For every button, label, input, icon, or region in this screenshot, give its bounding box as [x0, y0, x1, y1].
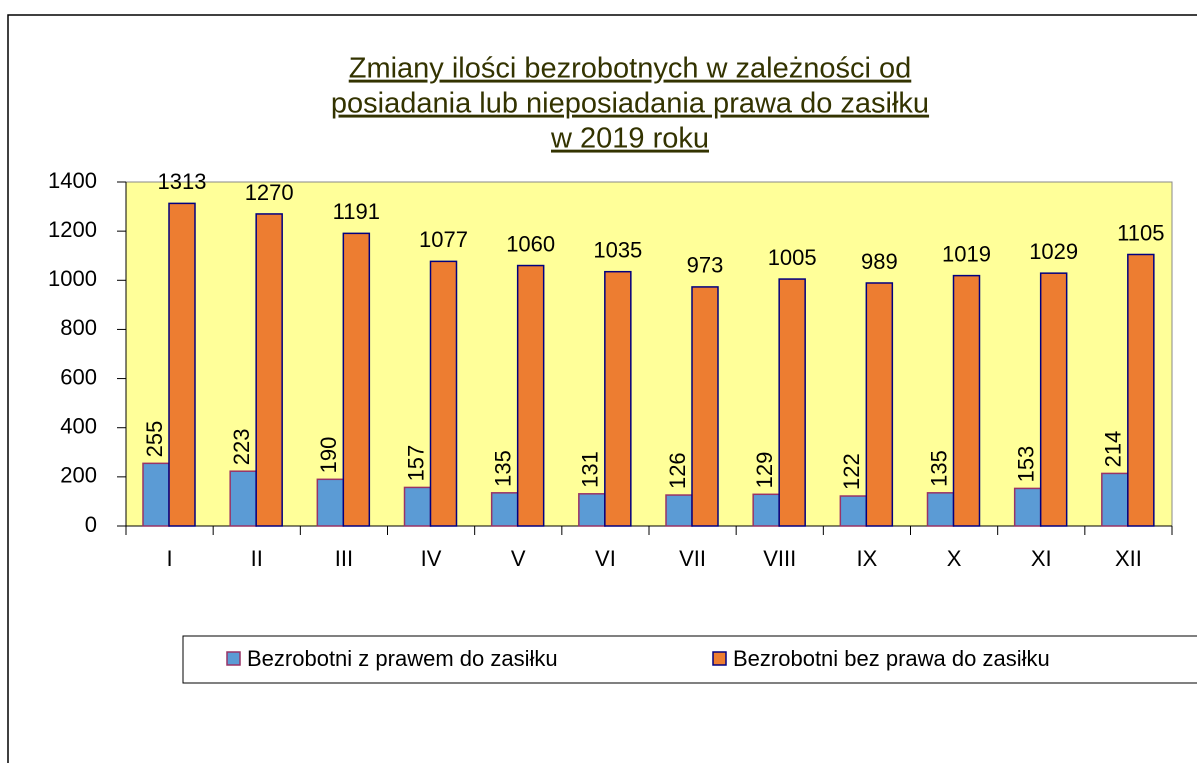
x-tick-label: I — [167, 546, 173, 571]
legend-label: Bezrobotni bez prawa do zasiłku — [733, 646, 1050, 671]
y-tick-label: 1200 — [48, 217, 97, 242]
chart-title: w 2019 roku — [550, 123, 709, 155]
bar — [691, 286, 719, 527]
x-tick-label: IX — [857, 546, 878, 571]
bar — [429, 260, 458, 527]
x-tick-label: X — [947, 546, 962, 571]
data-label: 1191 — [333, 199, 380, 224]
data-label: 1313 — [158, 169, 207, 194]
bar — [229, 470, 257, 527]
y-tick-label: 1400 — [48, 168, 97, 193]
x-tick-label: VIII — [763, 546, 796, 571]
bar — [839, 495, 868, 527]
plot-area — [125, 181, 1173, 527]
bar — [778, 278, 806, 527]
bar — [516, 264, 545, 527]
x-tick-label: V — [511, 546, 526, 571]
x-tick-label: XI — [1031, 546, 1052, 571]
data-label: 131 — [578, 451, 603, 488]
bar — [403, 486, 432, 527]
chart-title: Zmiany ilości bezrobotnych w zależności … — [349, 53, 912, 85]
bar — [490, 492, 519, 527]
bar — [1013, 487, 1042, 527]
y-tick-label: 600 — [60, 364, 97, 389]
data-label: 223 — [229, 428, 254, 465]
data-label: 1077 — [419, 227, 468, 252]
y-tick-label: 200 — [60, 463, 97, 488]
data-label: 255 — [142, 421, 167, 458]
data-label: 1270 — [245, 180, 294, 205]
data-label: 135 — [490, 450, 515, 487]
y-tick-label: 800 — [60, 315, 97, 340]
y-tick-label: 400 — [60, 414, 97, 439]
bar — [926, 492, 955, 527]
x-tick-label: VII — [679, 546, 706, 571]
bar — [604, 270, 632, 527]
data-label: 122 — [839, 453, 864, 490]
data-label: 1060 — [506, 231, 555, 256]
data-label: 157 — [403, 445, 428, 482]
bar — [665, 494, 693, 527]
data-label: 1005 — [768, 245, 817, 270]
x-tick-label: VI — [595, 546, 616, 571]
bar — [1101, 472, 1129, 527]
bar — [342, 232, 371, 527]
y-tick-label: 1000 — [48, 266, 97, 291]
bar — [952, 274, 981, 527]
bar — [316, 478, 345, 527]
bar — [1039, 272, 1068, 527]
data-label: 190 — [316, 437, 341, 474]
data-label: 129 — [752, 452, 777, 489]
x-tick-label: XII — [1115, 546, 1142, 571]
data-label: 1029 — [1029, 239, 1078, 264]
x-tick-label: III — [335, 546, 353, 571]
y-tick-label: 0 — [85, 512, 97, 537]
chart-title: posiadania lub nieposiadania prawa do za… — [331, 88, 929, 120]
data-label: 1019 — [942, 241, 991, 266]
data-label: 153 — [1013, 446, 1038, 483]
bar — [168, 202, 196, 527]
bar — [865, 282, 894, 527]
data-label: 214 — [1101, 431, 1126, 468]
legend-label: Bezrobotni z prawem do zasiłku — [247, 646, 558, 671]
legend-marker — [226, 651, 241, 666]
x-tick-label: IV — [421, 546, 442, 571]
bar — [255, 213, 283, 527]
bar — [578, 493, 606, 527]
data-label: 1035 — [593, 237, 642, 262]
legend-marker — [712, 651, 727, 666]
x-tick-label: II — [251, 546, 263, 571]
data-label: 135 — [926, 450, 951, 487]
data-label: 989 — [861, 249, 898, 274]
bar — [142, 462, 170, 527]
data-label: 1105 — [1117, 220, 1164, 245]
legend — [182, 635, 1197, 684]
data-label: 973 — [687, 253, 724, 278]
data-label: 126 — [665, 452, 690, 489]
bar — [1127, 253, 1155, 527]
bar — [752, 493, 780, 527]
